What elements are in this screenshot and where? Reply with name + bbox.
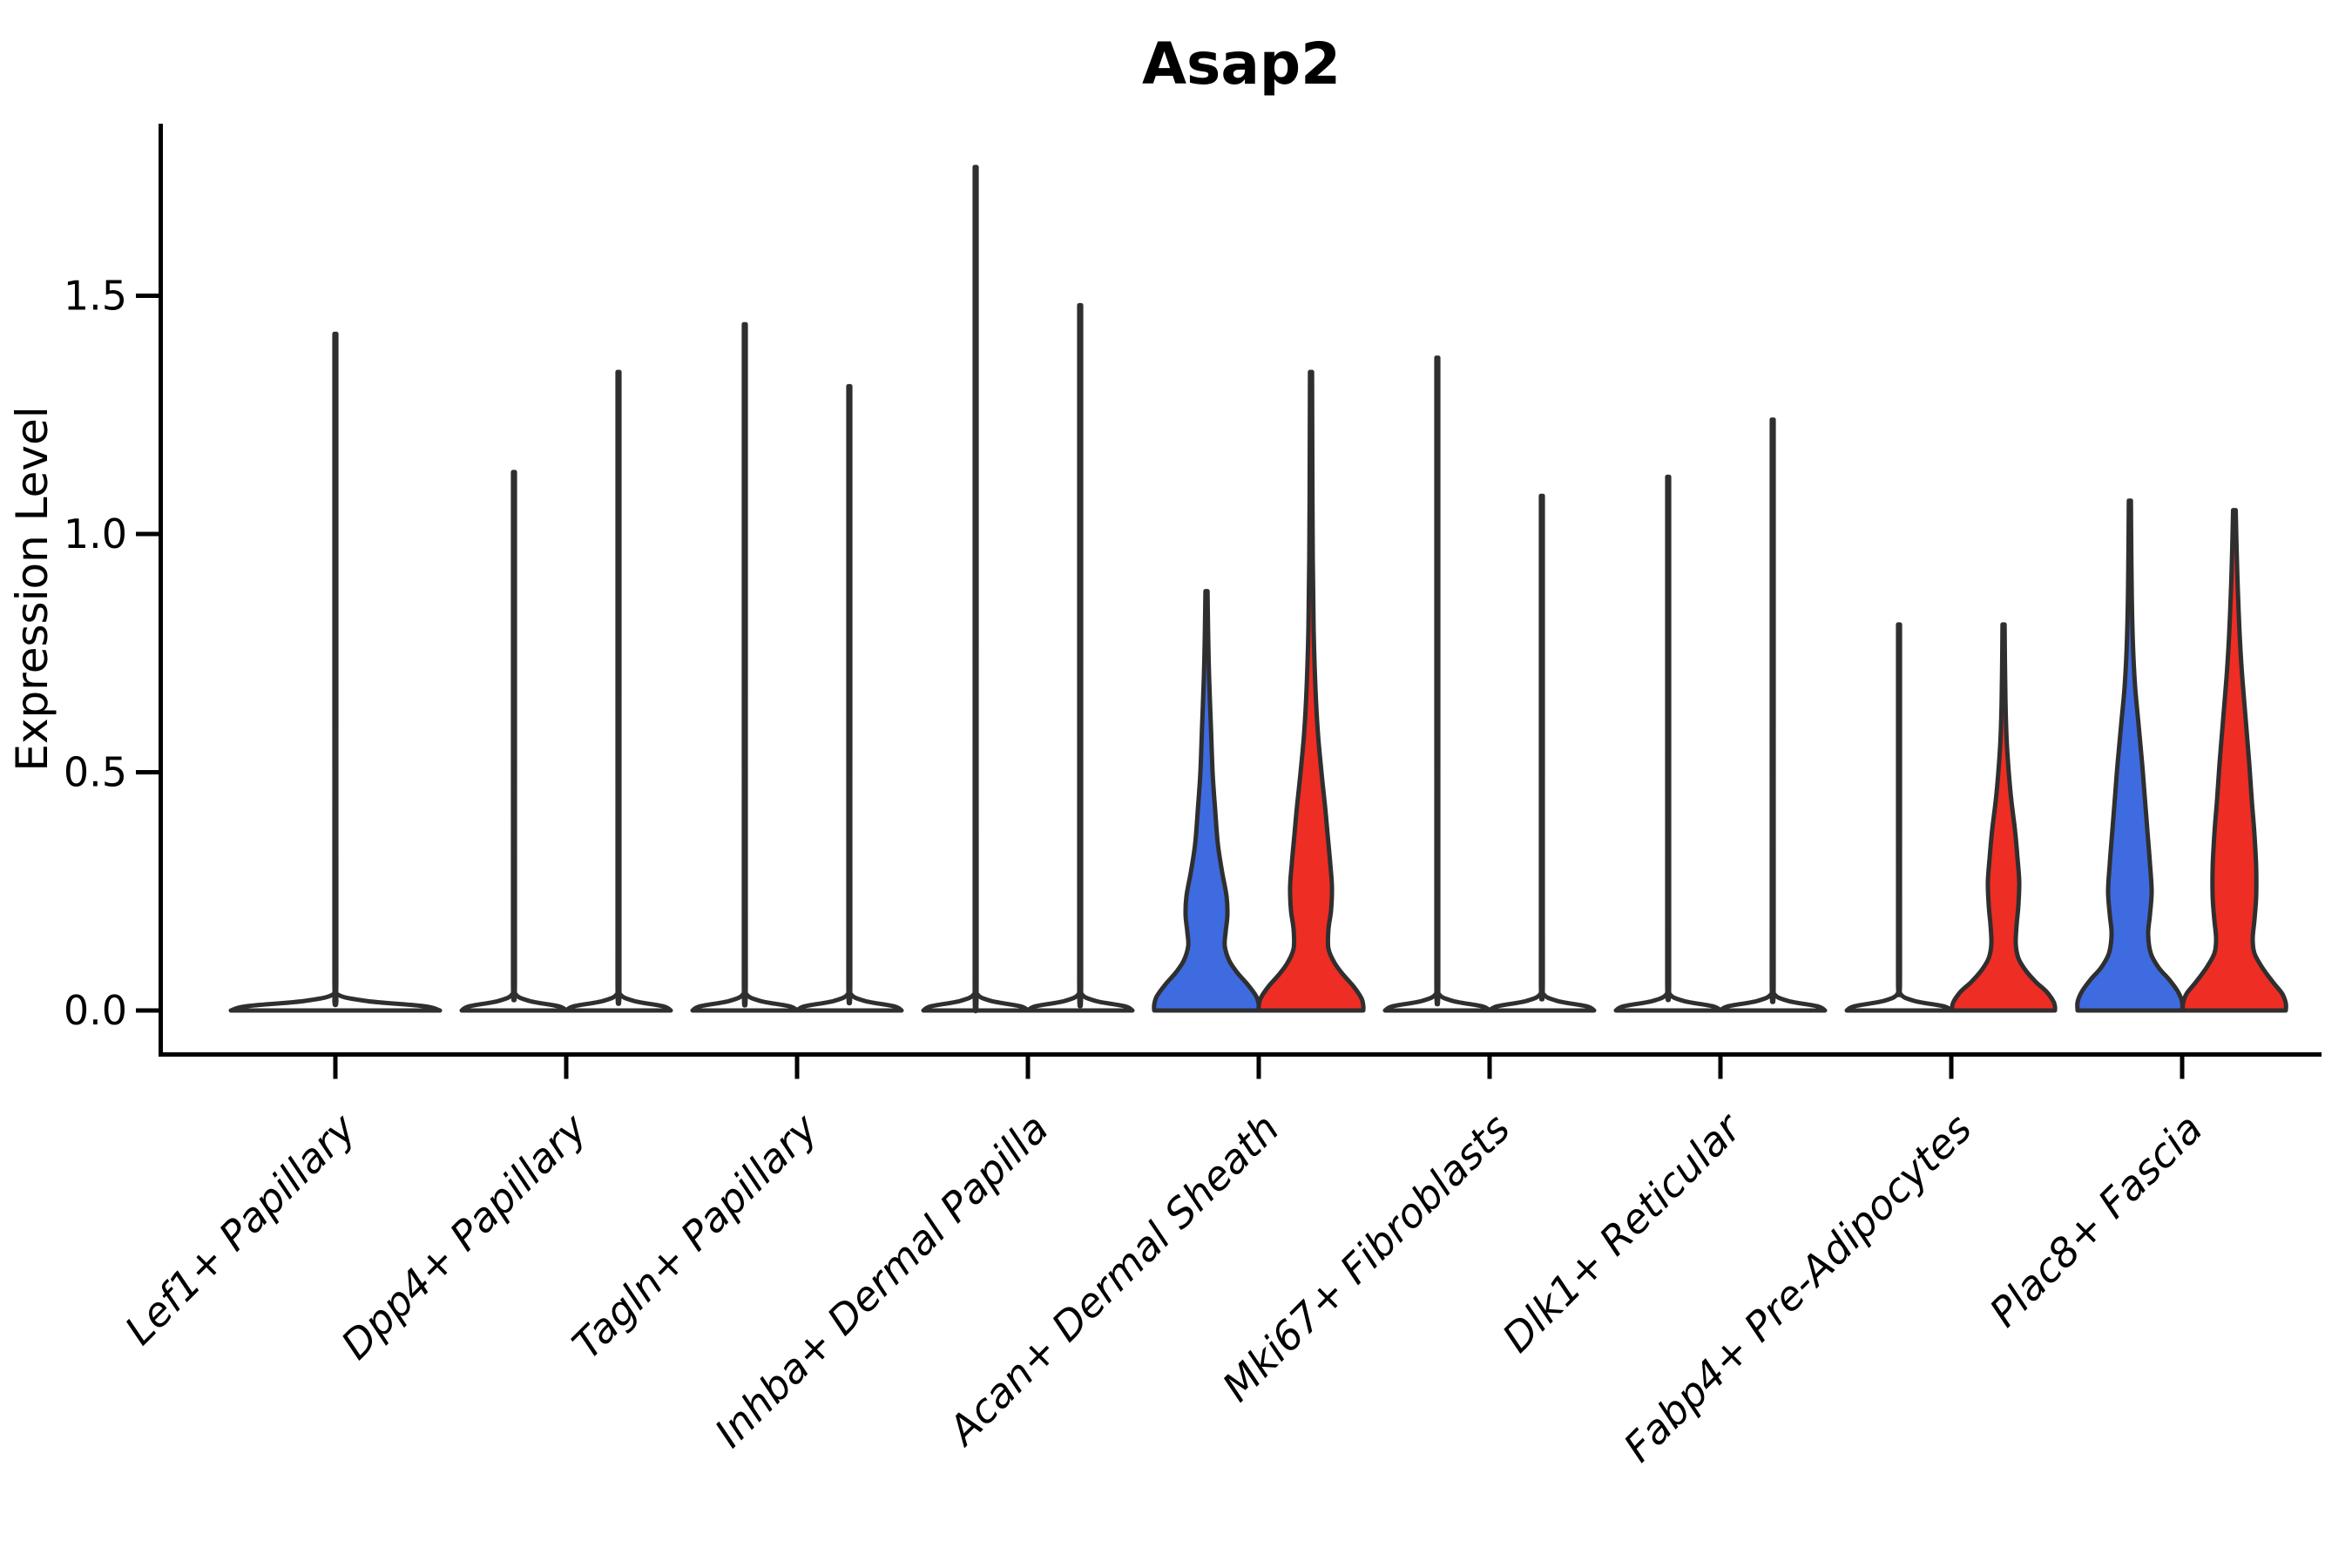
violin-lef1-papillary-center-white: [228, 331, 443, 1013]
violin-mki67-fibroblasts-right-white: [1487, 493, 1597, 1013]
y-tick-label: 1.5: [64, 273, 127, 320]
violin-dlk1-reticular-right-white: [1718, 417, 1828, 1013]
violin-inhba-dermal-papilla-right-white: [1025, 302, 1135, 1013]
violin-tagln-papillary-right-white: [794, 383, 904, 1013]
y-tick-label: 0.0: [64, 987, 127, 1034]
x-tick-label-tagln-papillary: Tagln+ Papillary: [563, 1105, 827, 1369]
axis-spines: [159, 124, 2322, 1057]
y-tick-label: 0.5: [64, 749, 127, 796]
violin-acan-dermal-sheath-left-blue: [1152, 589, 1261, 1013]
violin-mki67-fibroblasts-left-white: [1382, 355, 1492, 1013]
x-tick-label-lef1-papillary: Lef1+ Papillary: [116, 1105, 365, 1354]
violin-acan-dermal-sheath-right-red: [1256, 369, 1366, 1013]
violin-dpp4-papillary-right-white: [564, 369, 673, 1013]
x-tick-label-dlk1-reticular: Dlk1+ Reticular: [1493, 1103, 1752, 1362]
violin-inhba-dermal-papilla-left-white: [921, 165, 1031, 1014]
x-tick-label-plac8-fascia: Plac8+ Fascia: [1980, 1105, 2211, 1335]
violin-fabp4-pre-adipocytes-left-white: [1844, 622, 1954, 1013]
violin-plac8-fascia-left-blue: [2075, 498, 2185, 1013]
y-tick-label: 1.0: [64, 510, 127, 558]
y-axis-label: Expression Level: [7, 406, 57, 771]
axes-layer: [136, 124, 2322, 1079]
violin-plac8-fascia-right-red: [2180, 508, 2288, 1013]
x-tick-label-dpp4-papillary: Dpp4+ Papillary: [332, 1105, 596, 1369]
violin-layer: [228, 165, 2288, 1014]
violin-tagln-papillary-left-white: [690, 321, 800, 1013]
chart-title: Asap2: [1142, 30, 1341, 98]
violin-dpp4-papillary-left-white: [459, 470, 569, 1013]
violin-fabp4-pre-adipocytes-right-red: [1950, 622, 2058, 1013]
violin-dlk1-reticular-left-white: [1613, 474, 1723, 1013]
